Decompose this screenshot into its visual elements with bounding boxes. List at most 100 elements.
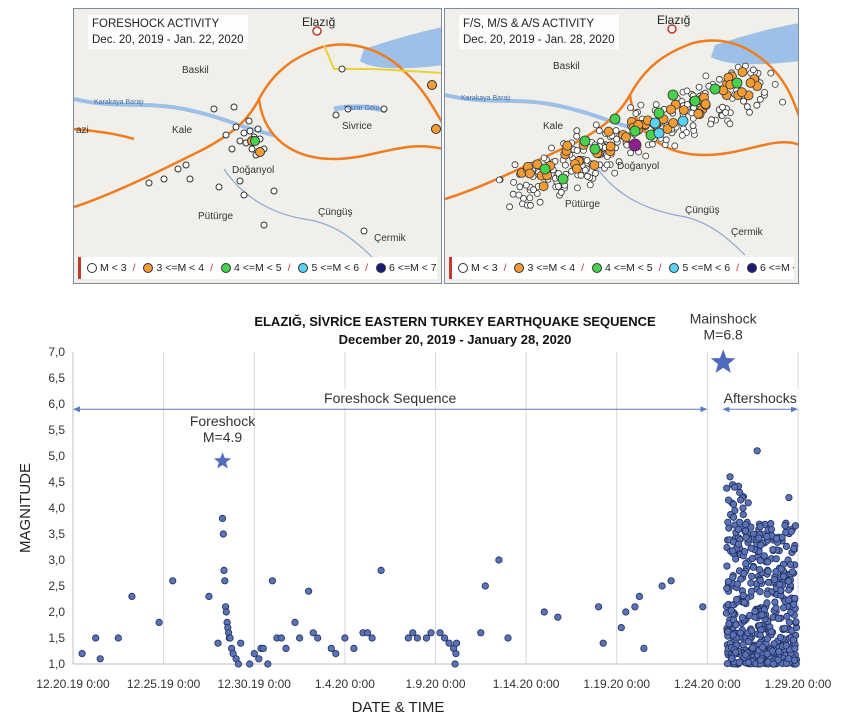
event-marker bbox=[592, 121, 600, 129]
legend-item: 6 <=M < 7 bbox=[375, 262, 437, 274]
data-point bbox=[738, 613, 747, 622]
data-point bbox=[350, 644, 358, 652]
data-point bbox=[304, 587, 313, 595]
event-marker bbox=[771, 81, 779, 88]
data-point bbox=[780, 624, 789, 632]
event-marker bbox=[671, 142, 679, 150]
event-marker bbox=[592, 169, 599, 177]
data-point bbox=[229, 649, 237, 658]
event-marker bbox=[548, 144, 555, 152]
event-marker bbox=[737, 67, 748, 77]
foreshock-map-title: FORESHOCK ACTIVITY Dec. 20, 2019 - Jan. 2… bbox=[88, 15, 248, 49]
data-point bbox=[114, 634, 122, 642]
data-point bbox=[747, 627, 756, 635]
event-marker bbox=[662, 124, 673, 134]
data-point bbox=[214, 639, 222, 647]
event-marker bbox=[749, 66, 757, 74]
period-label: Foreshock Sequence bbox=[324, 390, 457, 406]
annotation-label: Mainshock bbox=[690, 310, 758, 326]
data-point bbox=[599, 639, 607, 647]
event-marker bbox=[603, 126, 614, 137]
data-point bbox=[451, 660, 459, 668]
place-label: Çüngüş bbox=[318, 207, 353, 218]
event-marker bbox=[583, 156, 591, 164]
data-point bbox=[744, 658, 753, 666]
data-point bbox=[658, 582, 666, 590]
place-label: Kale bbox=[543, 121, 564, 132]
data-point bbox=[741, 527, 750, 535]
x-tick-label: 1.9.20 0:00 bbox=[405, 677, 465, 691]
place-label: Elazığ bbox=[302, 15, 336, 29]
data-point bbox=[729, 513, 738, 521]
data-point bbox=[784, 577, 793, 585]
data-point bbox=[732, 621, 740, 629]
event-marker bbox=[627, 149, 635, 157]
event-marker bbox=[678, 132, 686, 139]
data-point bbox=[771, 598, 779, 606]
data-point bbox=[786, 560, 795, 569]
event-marker bbox=[586, 181, 594, 189]
data-point bbox=[736, 496, 745, 504]
data-point bbox=[745, 638, 753, 646]
data-point bbox=[504, 634, 512, 642]
data-point bbox=[764, 578, 773, 586]
data-point bbox=[748, 572, 756, 580]
event-marker bbox=[595, 127, 603, 135]
legend-item: 5 <=M < 6 bbox=[669, 262, 730, 274]
data-point bbox=[255, 655, 263, 663]
data-point bbox=[726, 473, 734, 481]
data-point bbox=[767, 525, 776, 533]
data-point bbox=[748, 554, 756, 563]
event-marker bbox=[731, 77, 743, 89]
data-point bbox=[756, 576, 764, 584]
event-marker bbox=[516, 183, 524, 191]
data-point bbox=[413, 634, 421, 642]
data-point bbox=[736, 488, 744, 497]
data-point bbox=[772, 555, 780, 563]
data-point bbox=[481, 582, 489, 590]
event-marker bbox=[678, 105, 689, 115]
event-marker bbox=[581, 166, 589, 174]
data-point bbox=[234, 660, 242, 668]
sequence-map: F/S, M/S & A/S ACTIVITY Dec. 20, 2019 - J… bbox=[444, 8, 799, 284]
data-point bbox=[772, 604, 780, 612]
data-point bbox=[730, 483, 739, 491]
legend-item: 4 <=M < 5 bbox=[220, 262, 282, 274]
data-point bbox=[763, 599, 771, 607]
data-point bbox=[734, 540, 743, 548]
data-point bbox=[404, 634, 412, 642]
circle-icon bbox=[458, 263, 468, 273]
circle-icon bbox=[669, 263, 680, 273]
chart-subtitle: December 20, 2019 - January 28, 2020 bbox=[339, 332, 572, 347]
event-marker bbox=[510, 178, 517, 186]
x-tick-label: 1.19.20 0:00 bbox=[583, 677, 650, 691]
data-point bbox=[790, 600, 798, 608]
data-point bbox=[635, 592, 644, 600]
place-label: Baskil bbox=[553, 61, 580, 72]
place-label: Çermik bbox=[731, 227, 763, 238]
data-point bbox=[723, 484, 731, 492]
sequence-map-title: F/S, M/S & A/S ACTIVITY Dec. 20, 2019 - J… bbox=[459, 15, 619, 49]
data-point bbox=[723, 562, 731, 570]
data-point bbox=[205, 592, 213, 600]
x-axis-label: DATE & TIME bbox=[352, 699, 445, 716]
data-point bbox=[222, 608, 230, 616]
place-label: Elazığ bbox=[657, 13, 691, 27]
data-point bbox=[760, 552, 768, 560]
data-point bbox=[772, 534, 781, 543]
event-marker bbox=[536, 198, 544, 206]
event-marker bbox=[719, 103, 726, 111]
data-point bbox=[237, 639, 245, 647]
event-marker bbox=[648, 140, 656, 148]
event-marker bbox=[689, 122, 697, 130]
y-tick-label: 3,5 bbox=[48, 527, 65, 541]
event-marker bbox=[515, 191, 523, 199]
place-label: Doğanyol bbox=[617, 161, 660, 172]
event-marker bbox=[662, 136, 670, 144]
data-point bbox=[78, 649, 86, 658]
data-point bbox=[363, 629, 372, 637]
data-point bbox=[409, 629, 417, 637]
event-marker bbox=[695, 83, 703, 91]
data-point bbox=[540, 608, 548, 616]
data-point bbox=[221, 577, 229, 585]
